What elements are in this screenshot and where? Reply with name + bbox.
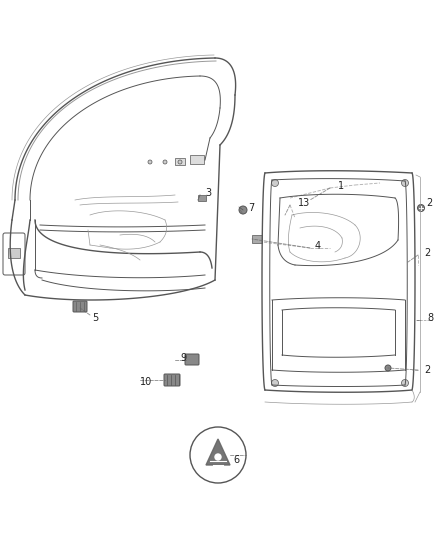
Circle shape: [148, 160, 152, 164]
Text: 1: 1: [338, 181, 344, 191]
Bar: [252, 235, 262, 243]
Text: 6: 6: [233, 455, 239, 465]
Text: 5: 5: [92, 313, 98, 323]
Circle shape: [417, 205, 424, 212]
Text: 4: 4: [315, 241, 321, 251]
Text: 2: 2: [426, 198, 432, 208]
Polygon shape: [206, 439, 230, 465]
Circle shape: [239, 206, 247, 214]
Text: 9: 9: [180, 353, 186, 363]
Circle shape: [163, 160, 167, 164]
Text: 8: 8: [427, 313, 433, 323]
Bar: [8, 248, 20, 258]
FancyBboxPatch shape: [73, 301, 87, 312]
Text: 2: 2: [424, 365, 430, 375]
Text: 2: 2: [424, 248, 430, 258]
FancyBboxPatch shape: [3, 233, 25, 275]
Circle shape: [385, 365, 391, 371]
Bar: [198, 195, 206, 201]
FancyBboxPatch shape: [185, 354, 199, 365]
Circle shape: [215, 454, 221, 460]
Circle shape: [402, 180, 409, 187]
Circle shape: [402, 379, 409, 386]
Circle shape: [178, 160, 182, 164]
FancyBboxPatch shape: [164, 374, 180, 386]
Bar: [175, 158, 185, 165]
Bar: [190, 155, 204, 164]
Text: 3: 3: [205, 188, 211, 198]
Circle shape: [272, 180, 279, 187]
Circle shape: [190, 427, 246, 483]
Text: 7: 7: [248, 203, 254, 213]
Circle shape: [272, 379, 279, 386]
Text: 10: 10: [140, 377, 152, 387]
Text: 13: 13: [298, 198, 310, 208]
